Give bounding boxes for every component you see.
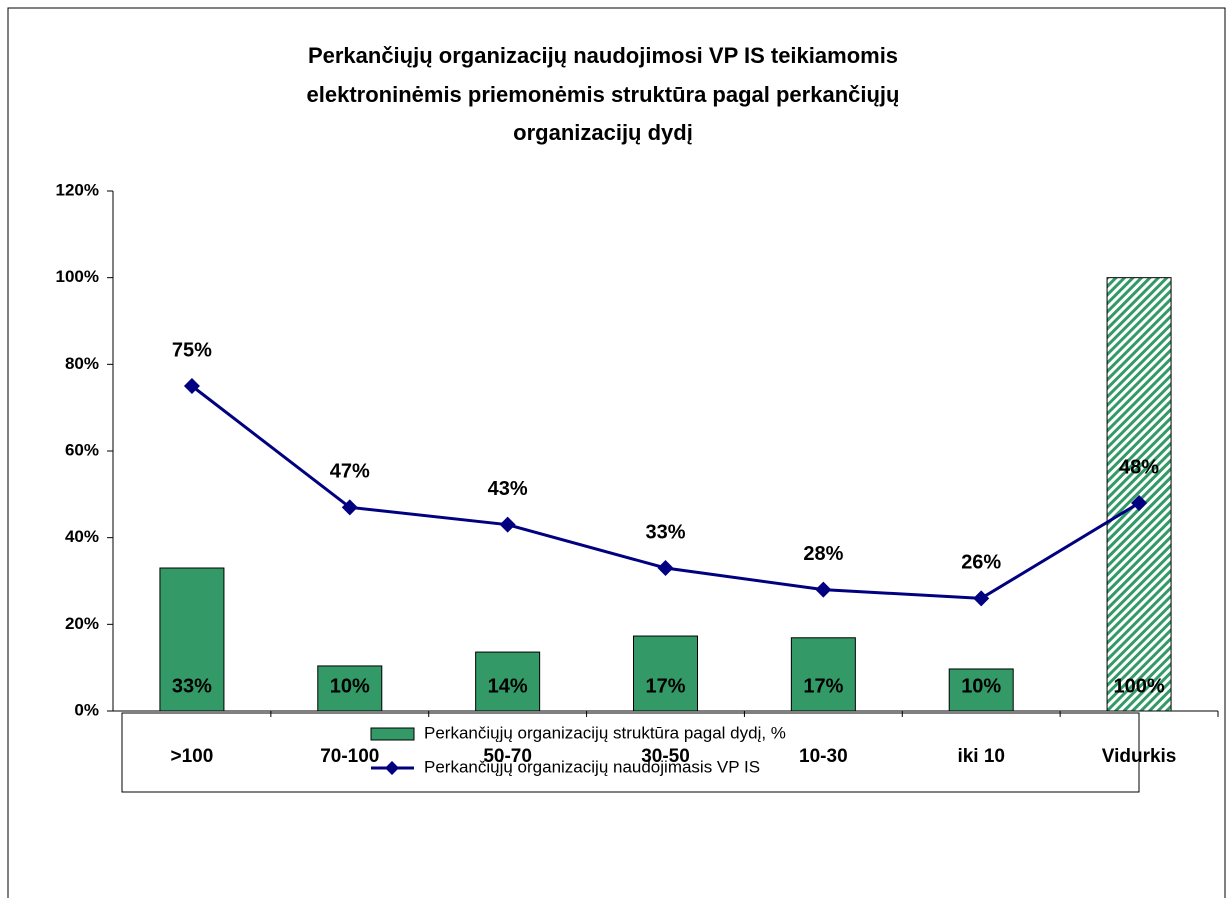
bar [633,635,698,712]
data-label: 33% [172,675,212,697]
x-tick-label: iki 10 [957,746,1005,767]
bar [1106,277,1172,712]
y-tick-label: 120% [56,180,99,199]
line-marker [815,581,832,598]
x-tick-label: 30-50 [641,746,690,767]
line-marker [973,590,990,607]
bar [475,651,541,712]
data-label: 14% [488,675,528,697]
y-tick-label: 60% [65,440,99,459]
data-label: 10% [961,675,1001,697]
x-tick-label: >100 [171,746,214,767]
y-tick-label: 80% [65,354,99,373]
data-label: 33% [645,521,685,543]
data-label: 10% [330,675,370,697]
data-label: 47% [330,461,370,483]
data-label: 26% [961,552,1001,574]
y-tick-label: 20% [65,614,99,633]
chart-frame [7,7,1226,898]
y-tick-label: 0% [74,700,99,719]
line-marker [183,378,200,394]
bar [159,567,225,712]
legend-label: Perkančiųjų organizacijų struktūra pagal… [424,723,786,742]
line-marker [385,761,399,775]
bar [790,637,856,712]
bar [317,665,383,712]
x-tick-label: 10-30 [799,746,848,767]
legend-label: Perkančiųjų organizacijų naudojimasis VP… [424,757,760,776]
legend-swatch [370,727,415,741]
chart-title: organizacijų dydį [513,120,693,145]
data-label: 75% [172,339,212,361]
chart-title: elektroninėmis priemonėmis struktūra pag… [307,82,900,107]
line-marker [499,516,516,533]
data-label: 28% [803,543,843,565]
y-tick-label: 100% [56,267,99,286]
bar [948,668,1014,712]
line-marker [657,560,674,576]
y-tick-label: 40% [65,527,99,546]
x-tick-label: 50-70 [483,746,532,767]
legend-box [121,712,1140,793]
line-marker [1131,495,1148,511]
x-tick-label: 70-100 [320,746,379,767]
chart-title: Perkančiųjų organizacijų naudojimosi VP … [308,43,898,68]
data-label: 100% [1113,675,1164,697]
line-marker [341,499,358,516]
data-label: 17% [803,675,843,697]
data-label: 48% [1119,456,1159,478]
data-label: 43% [488,478,528,500]
x-tick-label: Vidurkis [1102,746,1177,767]
data-label: 17% [645,675,685,697]
